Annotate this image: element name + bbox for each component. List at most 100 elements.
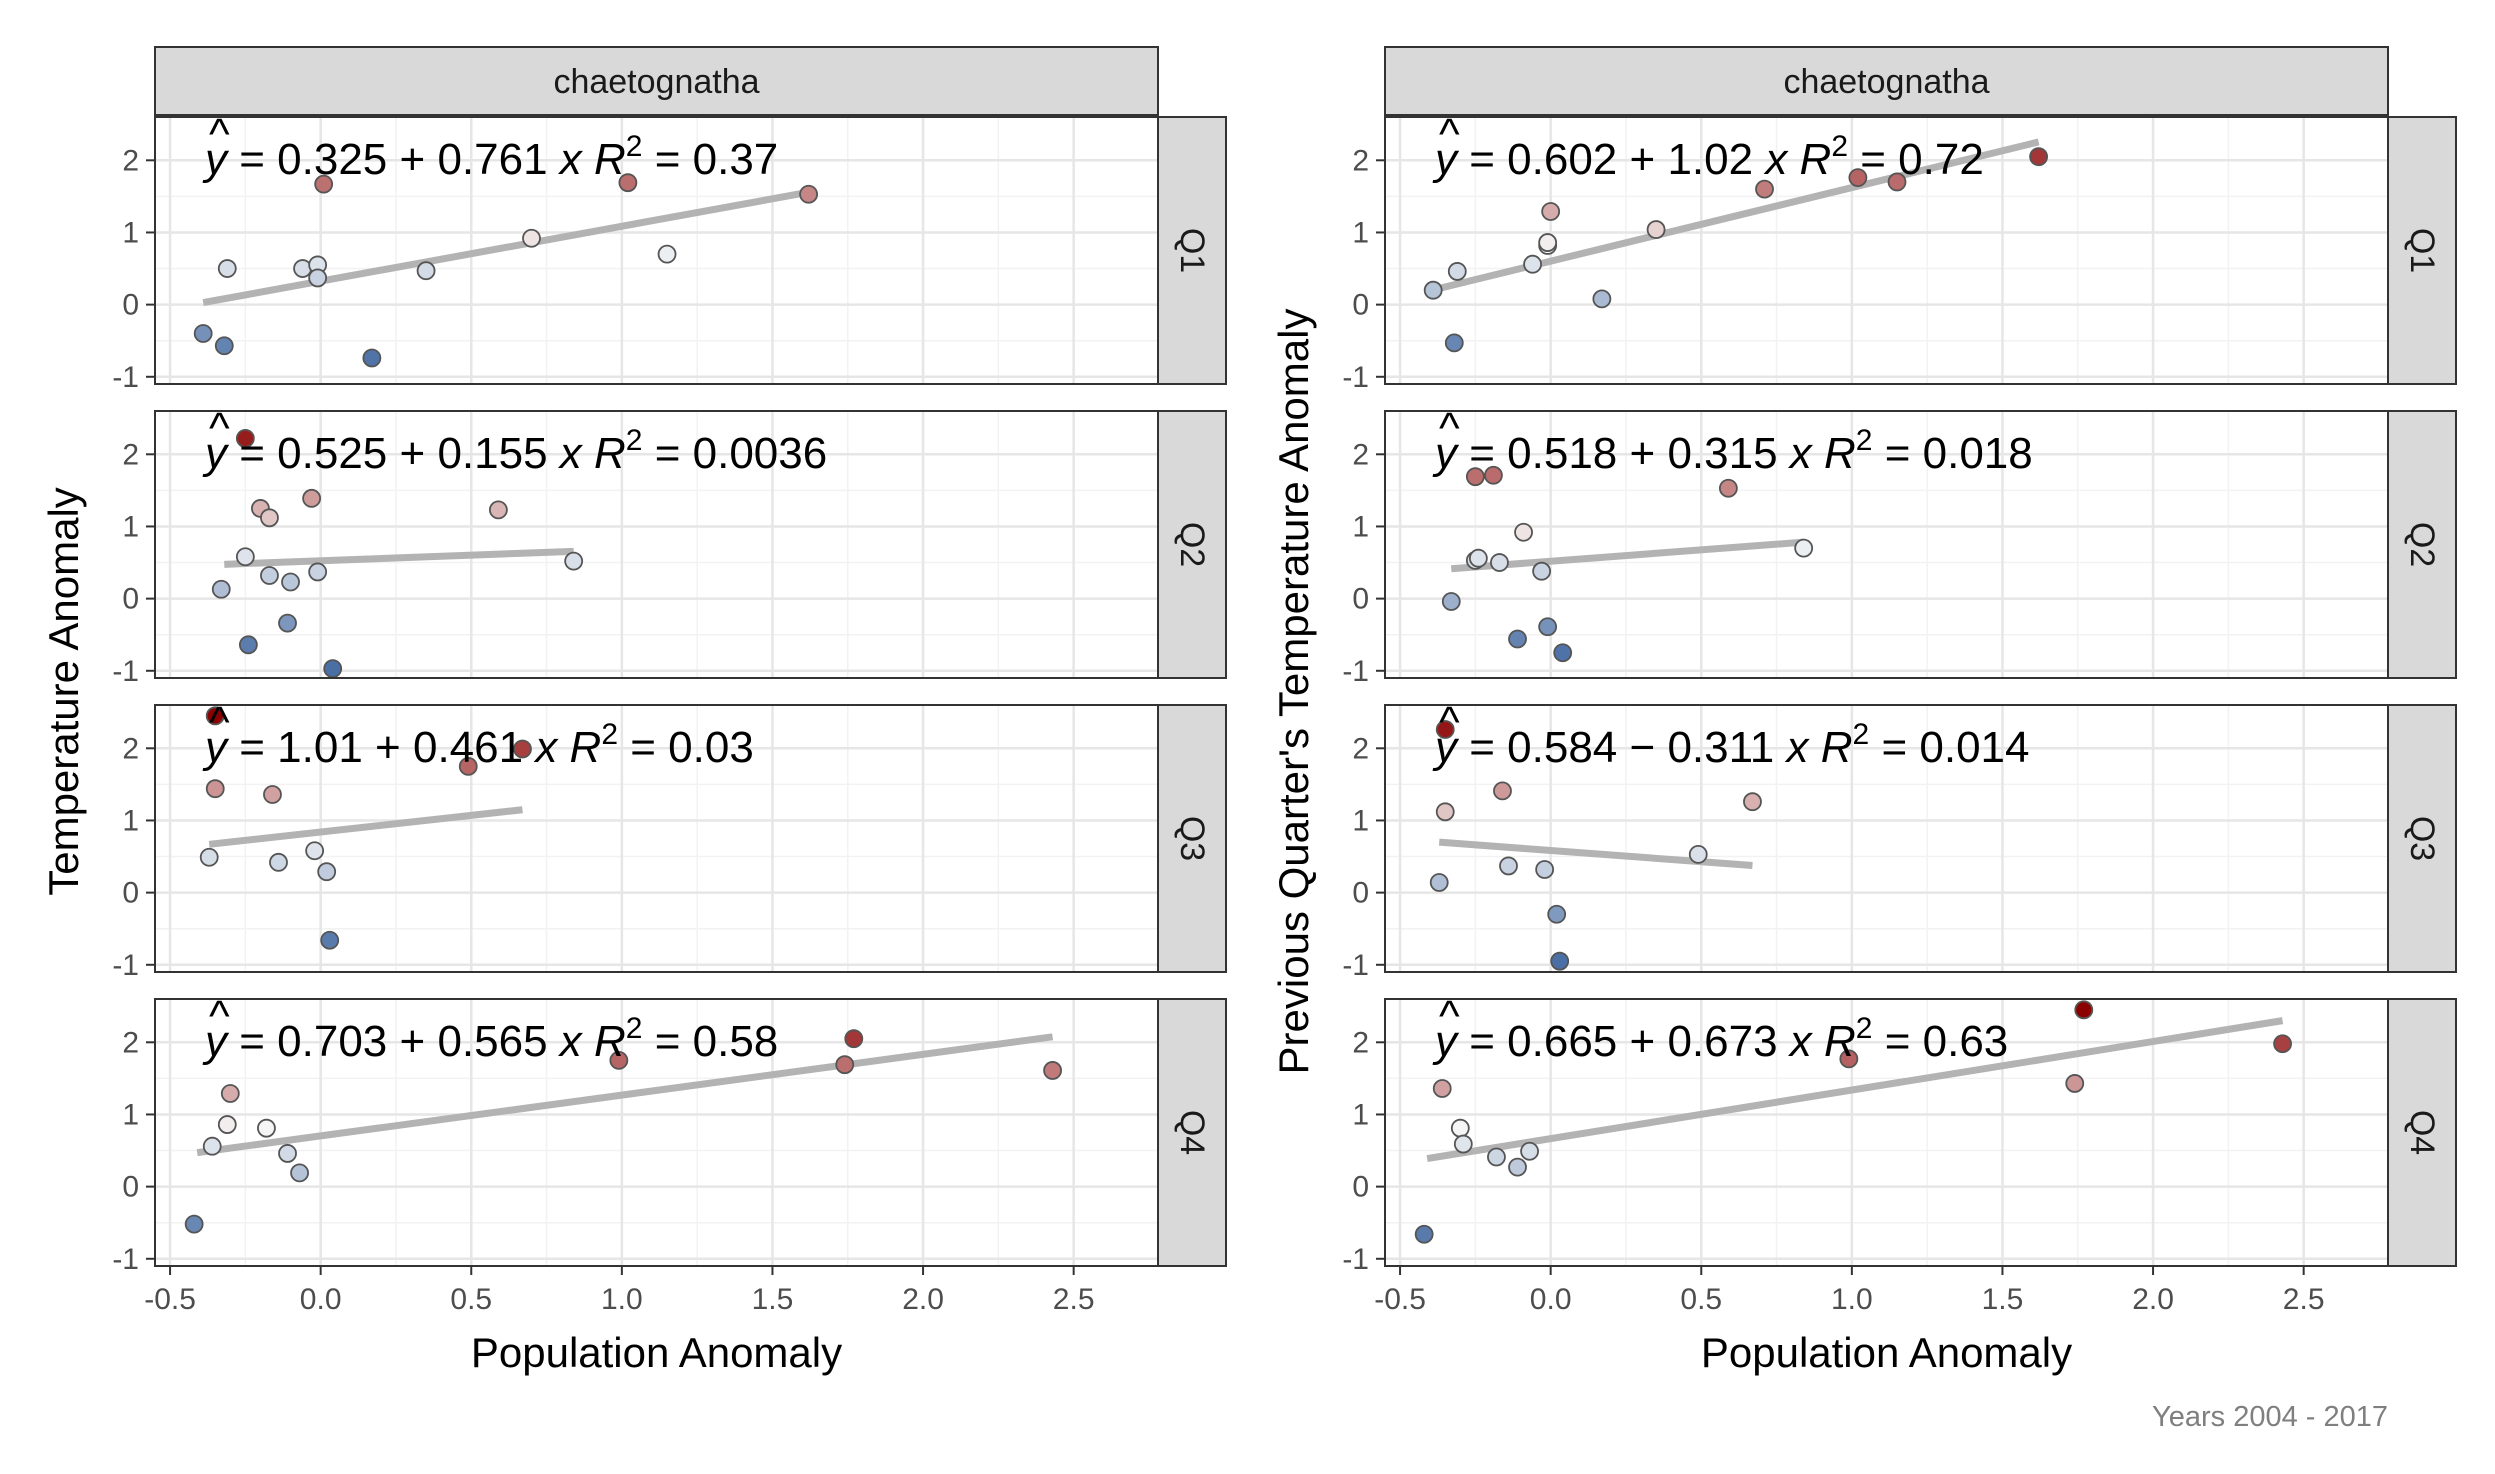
- data-point: [416, 261, 436, 281]
- y-tick-label: 2: [1352, 1026, 1369, 1059]
- equation-part: =: [1457, 1017, 1507, 1066]
- facet-strip: [2387, 704, 2457, 973]
- facet-strip: [2387, 998, 2457, 1267]
- facet-panel: y = 0.665 + 0.673 x R2 = 0.63^Q4-1012-0.…: [1342, 992, 2457, 1316]
- equation-part: =: [1457, 429, 1507, 478]
- y-tick-label: 0: [1352, 1171, 1369, 1204]
- equation-part: [401, 723, 413, 772]
- regression-equation: y = 0.518 + 0.315 x R2 = 0.018: [1432, 424, 2033, 478]
- fit-line: [202, 188, 810, 307]
- data-point: [281, 572, 300, 592]
- data-point: [618, 173, 638, 193]
- x-axis-title: Population Anomaly: [471, 1329, 842, 1376]
- y-tick-label: 0: [1352, 877, 1369, 910]
- equation-part: x: [558, 1017, 584, 1066]
- fit-line: [208, 806, 523, 848]
- facet-label: Q1: [1173, 228, 1211, 273]
- equation-part: [363, 723, 375, 772]
- x-tick-label: 1.0: [1831, 1283, 1873, 1316]
- equation-part: R: [1824, 429, 1856, 478]
- y-tick-label: 1: [122, 1098, 139, 1131]
- data-point: [1550, 951, 1570, 971]
- data-point: [799, 184, 819, 204]
- data-point: [314, 174, 334, 194]
- equation-part: [1617, 723, 1629, 772]
- regression-equation: y = 0.665 + 0.673 x R2 = 0.63: [1432, 1012, 2008, 1066]
- equation-part: [1812, 429, 1824, 478]
- data-point: [1423, 280, 1443, 300]
- data-point: [1414, 1224, 1434, 1244]
- x-tick-label: -0.5: [144, 1283, 196, 1316]
- equation-part: =: [642, 135, 692, 184]
- data-point: [320, 930, 340, 950]
- data-point: [1490, 553, 1509, 572]
- equation-part: y: [1432, 1017, 1460, 1066]
- equation-part: +: [1630, 1017, 1656, 1066]
- data-point: [1444, 333, 1464, 353]
- equation-part: 0.761: [437, 135, 547, 184]
- data-point: [323, 659, 343, 679]
- equation-part: 0.0036: [693, 429, 828, 478]
- equation-part: R: [570, 723, 602, 772]
- equation-part: [1778, 429, 1790, 478]
- data-point: [1755, 179, 1774, 199]
- data-point: [1450, 1118, 1470, 1138]
- equation-part: 0.703: [277, 1017, 387, 1066]
- strip-header: [1384, 46, 2389, 116]
- y-tick-label: 2: [1352, 438, 1369, 471]
- regression-equation: y = 1.01 + 0.461 x R2 = 0.03: [202, 718, 754, 772]
- data-point: [184, 1214, 204, 1234]
- equation-part: 1.02: [1667, 135, 1753, 184]
- equation-part: [1655, 723, 1667, 772]
- y-tick-label: 1: [122, 510, 139, 543]
- equation-part: =: [1872, 429, 1922, 478]
- equation-part: 2: [626, 130, 643, 163]
- equation-part: y: [1432, 429, 1460, 478]
- facet-strip: [2387, 410, 2457, 679]
- equation-part: R: [1800, 135, 1832, 184]
- data-point: [1538, 617, 1558, 637]
- equation-part: 0.525: [277, 429, 387, 478]
- equation-part: x: [1785, 723, 1811, 772]
- data-point: [278, 1144, 297, 1163]
- y-hat-mark: ^: [1439, 698, 1460, 747]
- equation-part: =: [227, 135, 277, 184]
- data-point: [1646, 220, 1666, 239]
- equation-part: [557, 723, 569, 772]
- equation-part: [1809, 723, 1821, 772]
- facet-panel: y = 0.703 + 0.565 x R2 = 0.58^Q4-1012-0.…: [112, 992, 1227, 1316]
- equation-part: [1617, 135, 1629, 184]
- y-tick-label: 2: [1352, 732, 1369, 765]
- y-tick-label: -1: [112, 1243, 139, 1276]
- x-tick-label: 2.0: [2132, 1283, 2174, 1316]
- facet-label: Q2: [1173, 522, 1211, 567]
- y-axis-title: Previous Quarter's Temperature Anomaly: [1270, 309, 1317, 1075]
- data-point: [205, 779, 225, 799]
- equation-part: 0.311: [1667, 723, 1774, 772]
- y-tick-label: 0: [1352, 583, 1369, 616]
- equation-part: 2: [601, 718, 618, 751]
- data-point: [1447, 262, 1467, 281]
- data-point: [1508, 629, 1527, 649]
- equation-part: =: [618, 723, 668, 772]
- data-point: [1553, 643, 1573, 663]
- data-point: [1493, 781, 1512, 801]
- y-tick-label: 1: [1352, 216, 1369, 249]
- equation-part: R: [594, 429, 626, 478]
- figure-caption: Years 2004 - 2017: [2152, 1401, 2388, 1433]
- equation-part: 0.673: [1667, 1017, 1777, 1066]
- data-point: [1453, 1134, 1473, 1154]
- equation-part: [387, 1017, 399, 1066]
- equation-part: [1617, 429, 1629, 478]
- equation-part: +: [1630, 135, 1656, 184]
- equation-part: =: [227, 723, 277, 772]
- equation-part: [1655, 1017, 1667, 1066]
- data-point: [257, 1118, 276, 1138]
- data-point: [1532, 561, 1552, 581]
- strip-header: [154, 46, 1159, 116]
- equation-part: [387, 429, 399, 478]
- facet-label: Q1: [2403, 228, 2441, 273]
- y-tick-label: -1: [1342, 655, 1369, 688]
- equation-part: [1655, 135, 1667, 184]
- x-tick-label: -0.5: [1374, 1283, 1426, 1316]
